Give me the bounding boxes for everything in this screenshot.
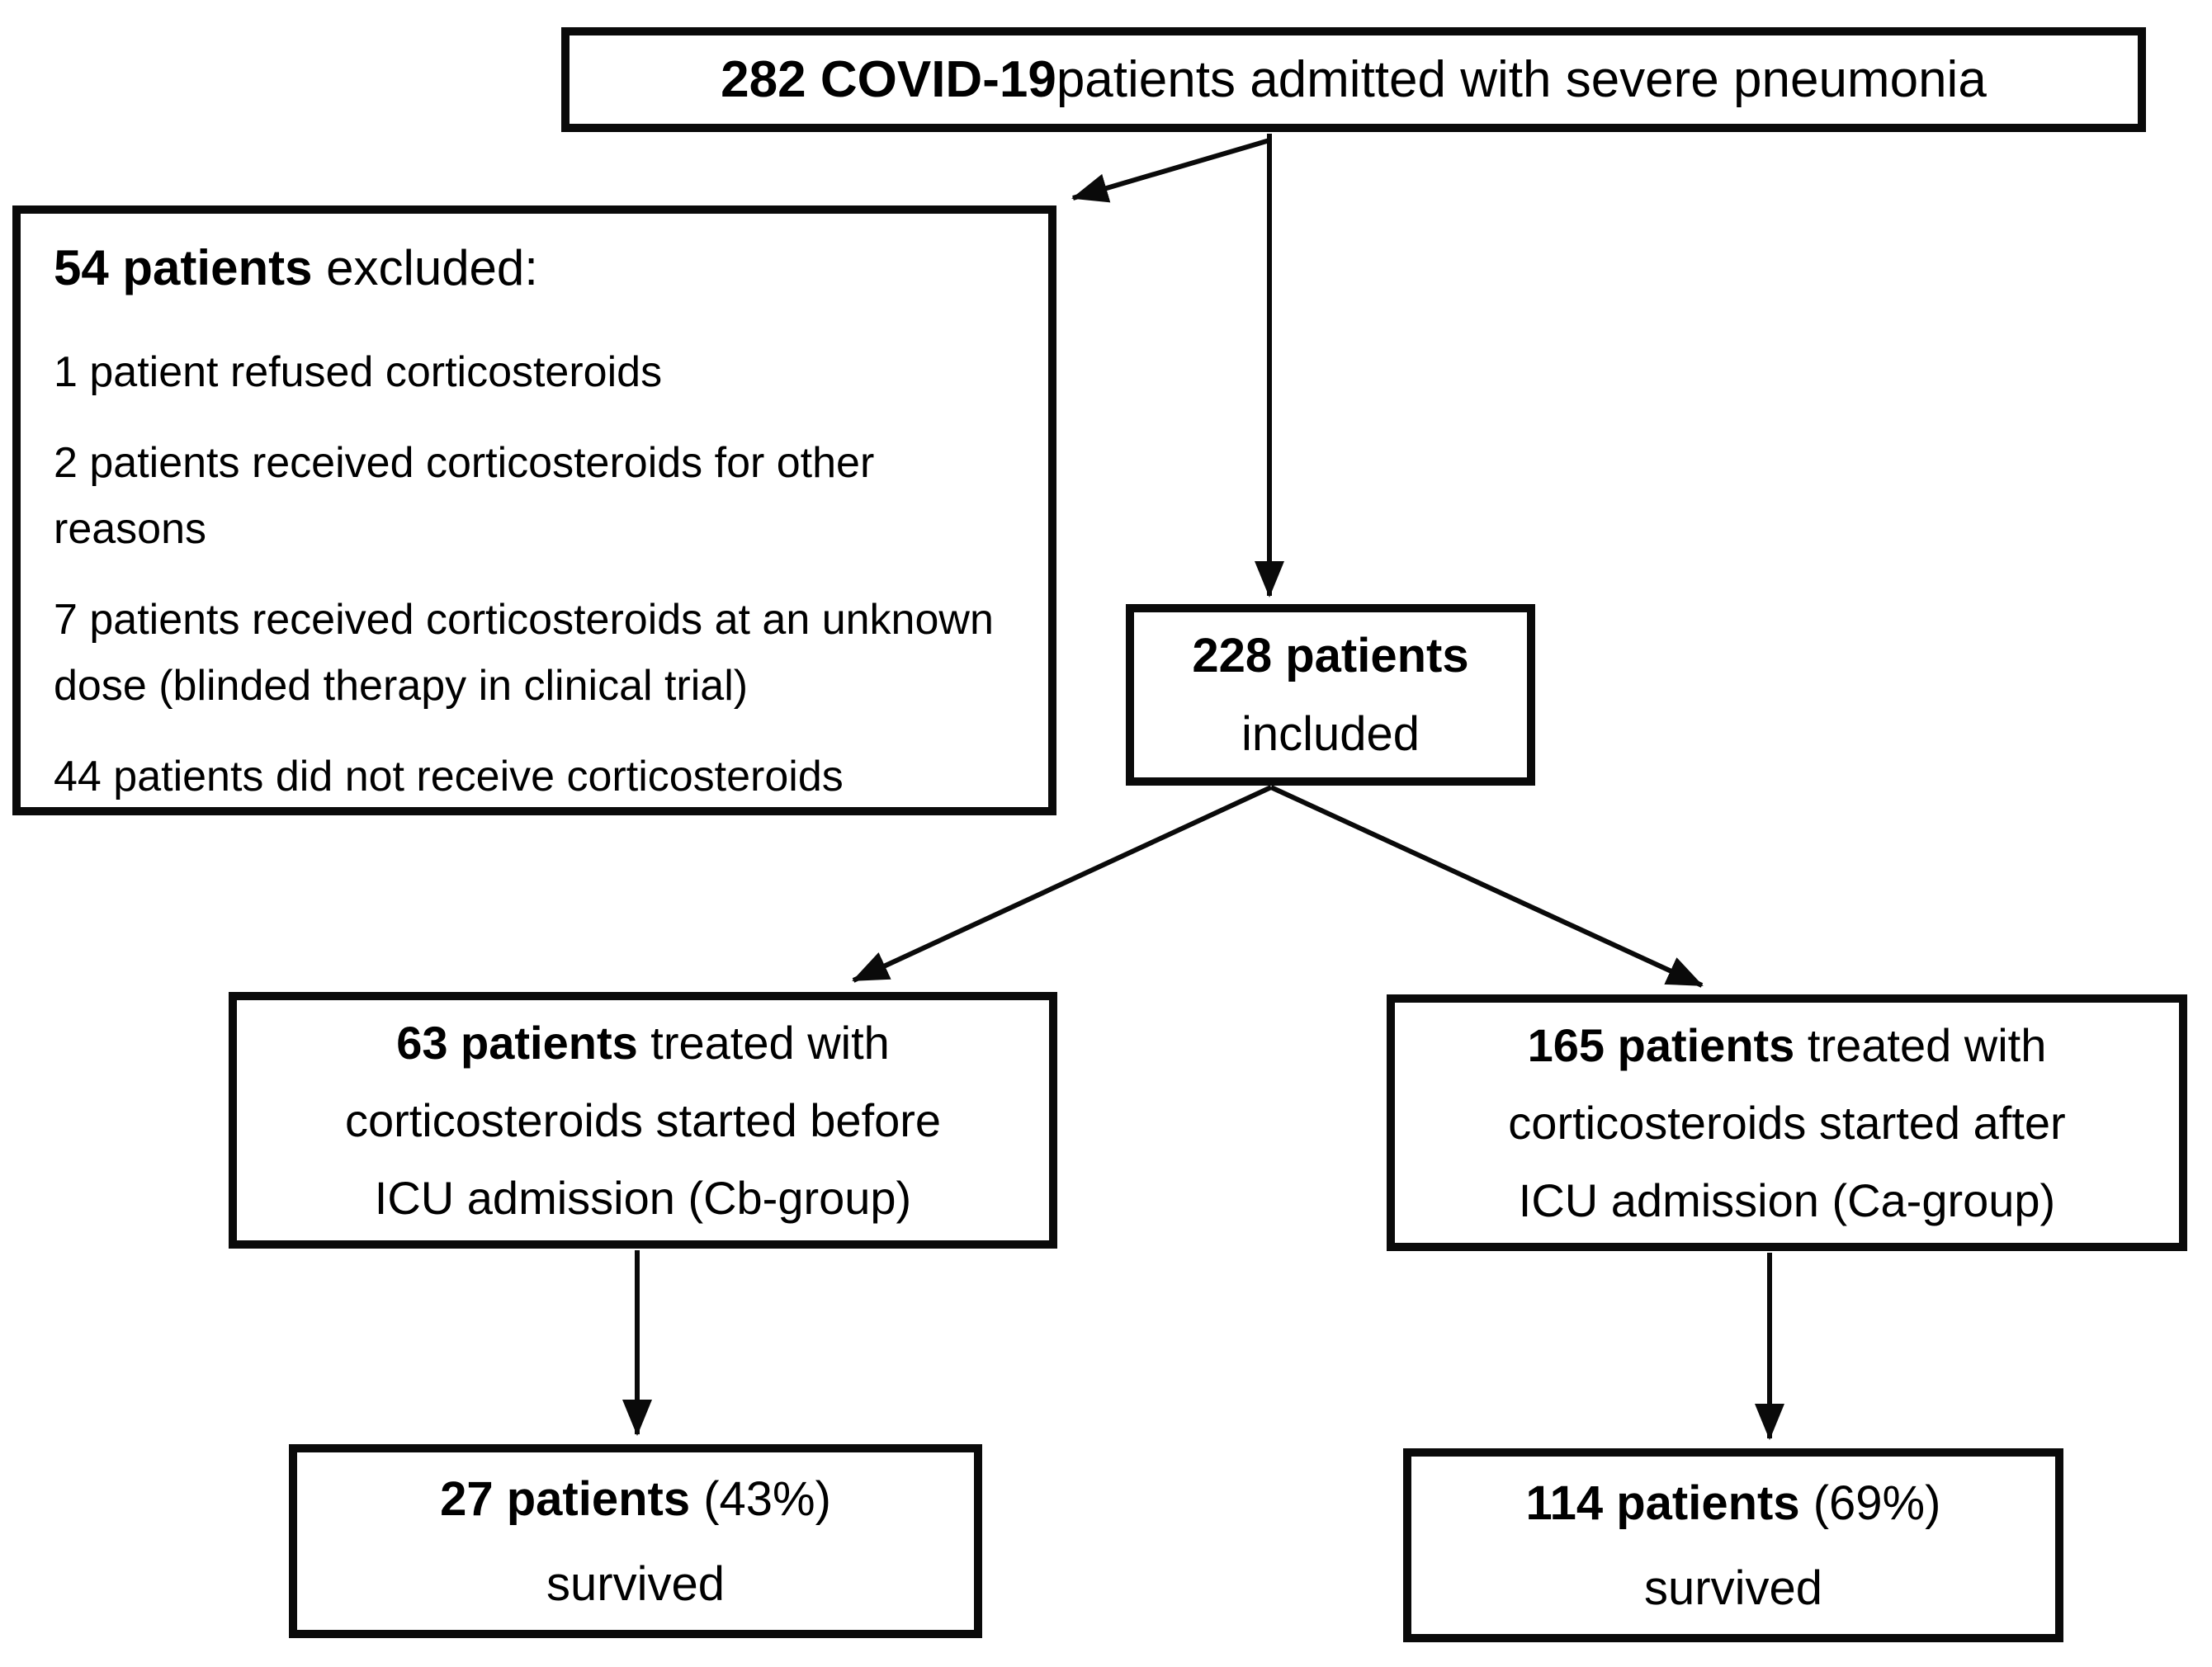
admitted-text: patients admitted with severe pneumonia [1056, 51, 1987, 108]
excluded-count: 54 patients [54, 240, 313, 295]
included-patients-box: 228 patients included [1126, 604, 1535, 786]
cb-group-box: 63 patients treated with corticosteroids… [229, 992, 1057, 1249]
ca-group-line1-text: treated with [1794, 1018, 2047, 1071]
cb-survived-line1: 27 patients (43%) [440, 1457, 831, 1542]
included-text: included [1241, 707, 1420, 761]
admitted-patients-box: 282 COVID-19 patients admitted with seve… [561, 27, 2146, 132]
excluded-patients-box: 54 patients excluded: 1 patient refused … [12, 205, 1056, 815]
included-count: 228 patients [1192, 629, 1469, 682]
cb-group-line1: 63 patients treated with [396, 1004, 890, 1082]
ca-group-count: 165 patients [1527, 1018, 1795, 1071]
admitted-count: 282 COVID-19 [721, 51, 1056, 108]
ca-group-line2: corticosteroids started after [1508, 1096, 2066, 1149]
cb-survived-percent: (43%) [690, 1471, 831, 1526]
ca-group-line3: ICU admission (Ca-group) [1518, 1174, 2056, 1226]
ca-group-line1: 165 patients treated with [1528, 1007, 2047, 1084]
excluded-heading: 54 patients excluded: [54, 235, 1012, 301]
ca-survived-box: 114 patients (69%) survived [1403, 1448, 2063, 1642]
cb-survived-count: 27 patients [440, 1471, 691, 1526]
ca-survived-line1: 114 patients (69%) [1526, 1461, 1941, 1546]
cb-survived-text: survived [546, 1556, 725, 1611]
arrow-included-to-ca-group [1269, 785, 1704, 988]
ca-survived-count: 114 patients [1525, 1476, 1800, 1530]
cb-survived-box: 27 patients (43%) survived [289, 1444, 982, 1638]
arrow-admitted-to-excluded [1071, 138, 1270, 203]
excluded-reason-item: 7 patients received corticosteroids at a… [54, 596, 994, 710]
ca-survived-text: survived [1644, 1561, 1822, 1615]
excluded-reason-item: 44 patients did not receive corticostero… [54, 753, 844, 800]
ca-survived-percent: (69%) [1799, 1476, 1941, 1530]
excluded-heading-text: excluded: [312, 240, 538, 295]
cb-group-count: 63 patients [396, 1016, 638, 1069]
arrow-included-to-cb-group [852, 785, 1273, 983]
cb-group-line1-text: treated with [637, 1016, 890, 1069]
excluded-reason-item: 1 patient refused corticosteroids [54, 348, 663, 396]
cb-group-line2: corticosteroids started before [344, 1093, 942, 1146]
excluded-reason-item: 2 patients received corticosteroids for … [54, 439, 875, 553]
cb-group-line3: ICU admission (Cb-group) [374, 1171, 912, 1224]
ca-group-box: 165 patients treated with corticosteroid… [1387, 994, 2187, 1251]
